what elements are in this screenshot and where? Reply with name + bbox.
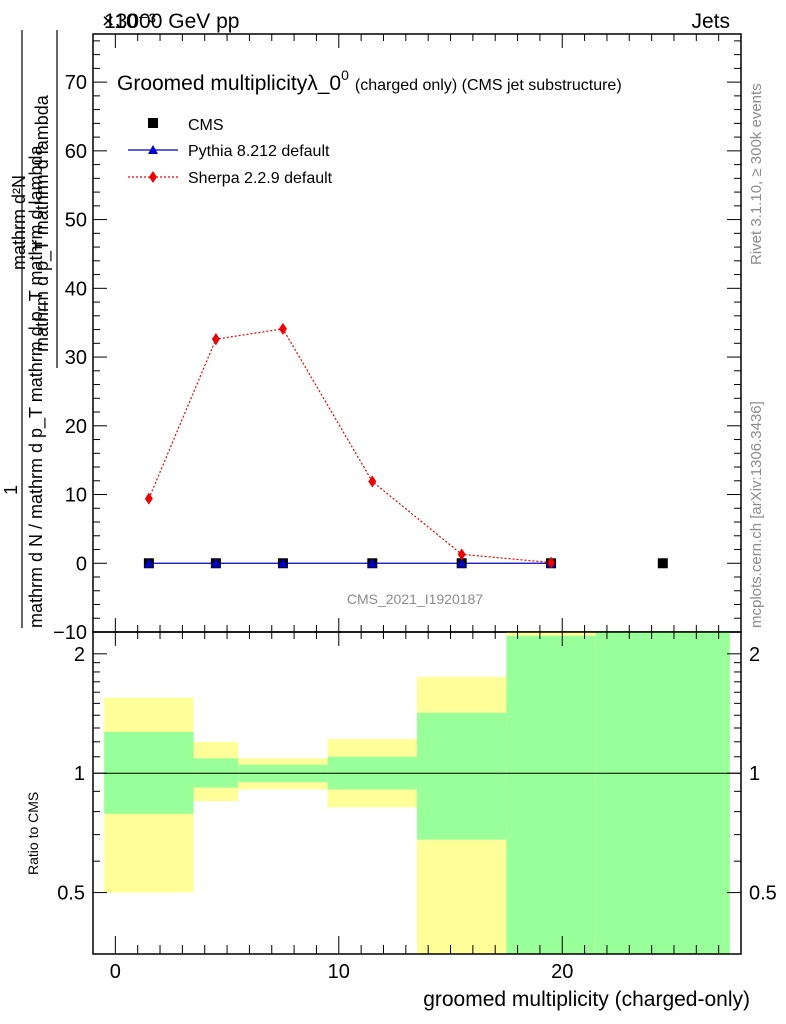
legend: CMS Pythia 8.212 default Sherpa 2.2.9 de… — [128, 117, 333, 187]
ratio-bands — [93, 632, 741, 954]
pythia-point — [210, 558, 221, 568]
sherpa-point — [368, 475, 377, 488]
main-y-tick-label: 30 — [65, 347, 87, 369]
ratio-band-green — [595, 632, 730, 954]
ylabel-top: mathrm d²N — [9, 175, 29, 270]
main-data-layer — [143, 322, 668, 569]
main-y-tick-label: 60 — [65, 141, 87, 163]
ratio-y-tick-label: 0.5 — [57, 883, 85, 905]
sherpa-point — [278, 322, 287, 335]
mcplots-label: mcplots.cern.ch [arXiv:1306.3436] — [748, 401, 765, 628]
legend-pythia-marker — [148, 145, 158, 154]
sherpa-point — [457, 548, 466, 561]
ratio-y-tick-label-right: 2 — [749, 644, 760, 666]
main-y-tick-label: 10 — [65, 485, 87, 507]
ratio-y-tick-label-right: 1 — [749, 763, 760, 785]
ratio-axis-ticks: 0.5 0.51 12 20 10 20 — [57, 632, 777, 983]
ylabel-bottom: mathrm d p_T mathrm d lambda — [32, 94, 53, 352]
cms-point — [657, 558, 668, 569]
exponent-label: ×10⁻³ — [102, 10, 156, 33]
legend-sherpa-marker — [149, 171, 157, 183]
pythia-point — [277, 558, 288, 568]
pythia-point — [367, 558, 378, 568]
ratio-y-tick-label: 2 — [74, 644, 85, 666]
rivet-label: Rivet 3.1.10, ≥ 300k events — [748, 83, 765, 265]
ratio-y-label: Ratio to CMS — [25, 792, 41, 875]
legend-cms-marker — [148, 118, 158, 128]
sherpa-point — [144, 492, 153, 505]
main-y-tick-label: 70 — [65, 72, 87, 94]
main-y-tick-label: −10 — [53, 622, 87, 644]
sherpa-point — [211, 333, 220, 346]
x-tick-label: 0 — [110, 961, 121, 983]
ratio-y-tick-label-right: 0.5 — [749, 883, 777, 905]
main-y-axis-label: mathrm d²N mathrm d p_T mathrm d lambda … — [1, 30, 58, 628]
ratio-band-green — [417, 712, 507, 840]
legend-pythia-label: Pythia 8.212 default — [188, 143, 330, 160]
pythia-point — [456, 558, 467, 568]
analysis-watermark: CMS_2021_I1920187 — [347, 591, 483, 607]
main-panel: −10 0 10 20 30 40 50 60 70 — [53, 33, 742, 644]
legend-cms-label: CMS — [188, 117, 224, 134]
ylabel-denominator: mathrm d N / mathrm d p_T mathrm d p_T m… — [26, 145, 47, 628]
ratio-band-green — [506, 635, 596, 954]
energy-label: 13000 GeV pp — [104, 10, 239, 33]
ratio-frame — [92, 631, 742, 955]
x-tick-label: 10 — [328, 961, 350, 983]
category-label: Jets — [691, 10, 730, 33]
legend-sherpa-label: Sherpa 2.2.9 default — [188, 170, 333, 187]
main-y-tick-label: 50 — [65, 210, 87, 232]
main-axis-ticks: −10 0 10 20 30 40 50 60 70 — [53, 34, 741, 644]
main-y-tick-label: 40 — [65, 278, 87, 300]
x-tick-label: 20 — [551, 961, 573, 983]
ylabel-one: 1 — [1, 485, 21, 495]
pythia-point — [143, 558, 154, 568]
main-y-tick-label: 20 — [65, 416, 87, 438]
main-y-tick-label: 0 — [76, 553, 87, 575]
x-axis-label: groomed multiplicity (charged-only) — [423, 988, 750, 1011]
sherpa-point — [547, 556, 556, 569]
main-title: Groomed multiplicityλ_00(charged only) (… — [117, 67, 622, 95]
sherpa-line — [148, 328, 552, 564]
ratio-panel: 0.5 0.51 12 20 10 20 — [57, 631, 777, 983]
ratio-y-tick-label: 1 — [74, 763, 85, 785]
